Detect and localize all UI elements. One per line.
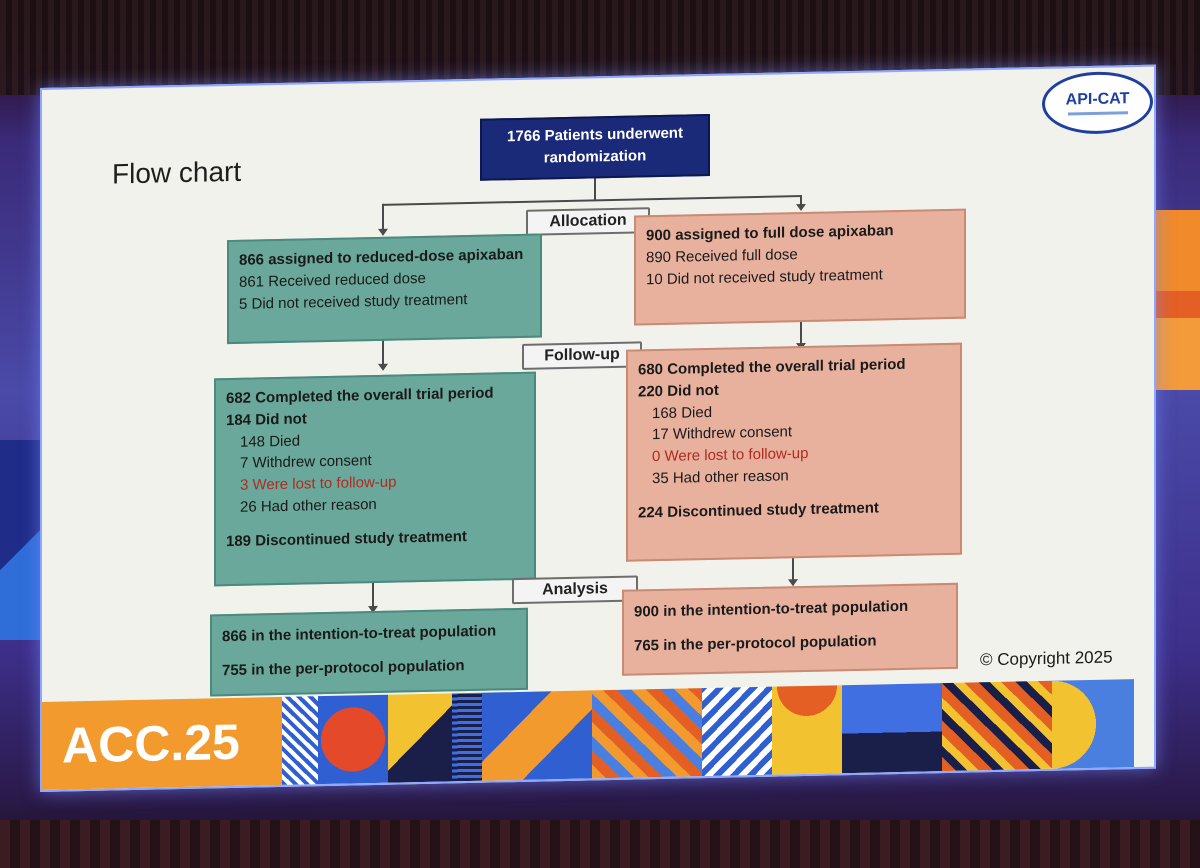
connector <box>382 195 802 206</box>
connector <box>382 203 384 230</box>
right-analysis-box: 900 in the intention-to-treat population… <box>622 582 958 676</box>
api-cat-logo: API-CAT <box>1042 70 1153 136</box>
banner-tile <box>388 693 452 783</box>
copyright-text: © Copyright 2025 <box>980 647 1113 670</box>
stage-label-allocation: Allocation <box>526 207 650 236</box>
banner-tile <box>282 696 318 785</box>
banner-tile <box>702 686 772 777</box>
right-allocation-box: 900 assigned to full dose apixaban 890 R… <box>634 208 966 326</box>
left-followup-box: 682 Completed the overall trial period 1… <box>214 371 536 587</box>
logo-text: API-CAT <box>1065 90 1130 109</box>
connector <box>372 583 374 608</box>
banner-brand: ACC.25 <box>42 696 282 790</box>
slide-title: Flow chart <box>112 155 242 190</box>
logo-underline <box>1067 111 1128 116</box>
connector <box>792 558 794 581</box>
banner-tile <box>452 692 482 782</box>
conference-banner: ACC.25 <box>42 679 1154 790</box>
arrow-down-icon <box>378 228 388 236</box>
banner-tile <box>1052 679 1134 769</box>
randomization-text: 1766 Patients underwent randomization <box>507 124 683 167</box>
randomization-box: 1766 Patients underwent randomization <box>480 113 710 181</box>
banner-tile <box>942 680 1052 772</box>
arrow-down-icon <box>796 203 806 212</box>
stage-label-analysis: Analysis <box>512 575 638 605</box>
banner-brand-text: ACC.25 <box>62 713 240 774</box>
arrow-down-icon <box>378 363 388 371</box>
stage-floor <box>0 820 1200 868</box>
left-analysis-box: 866 in the intention-to-treat population… <box>210 607 528 697</box>
right-followup-box: 680 Completed the overall trial period 2… <box>626 342 962 562</box>
projection-screen: Flow chart API-CAT 1766 Patients underwe… <box>40 64 1156 793</box>
banner-tile <box>592 688 702 779</box>
connector <box>800 322 802 345</box>
connector <box>382 340 384 365</box>
stage-label-follow-up: Follow-up <box>522 341 642 370</box>
banner-tile <box>482 690 592 781</box>
left-allocation-box: 866 assigned to reduced-dose apixaban 86… <box>227 233 542 345</box>
banner-tile <box>772 685 842 775</box>
banner-tile <box>842 683 942 774</box>
banner-tile <box>318 694 388 785</box>
connector <box>594 178 596 201</box>
